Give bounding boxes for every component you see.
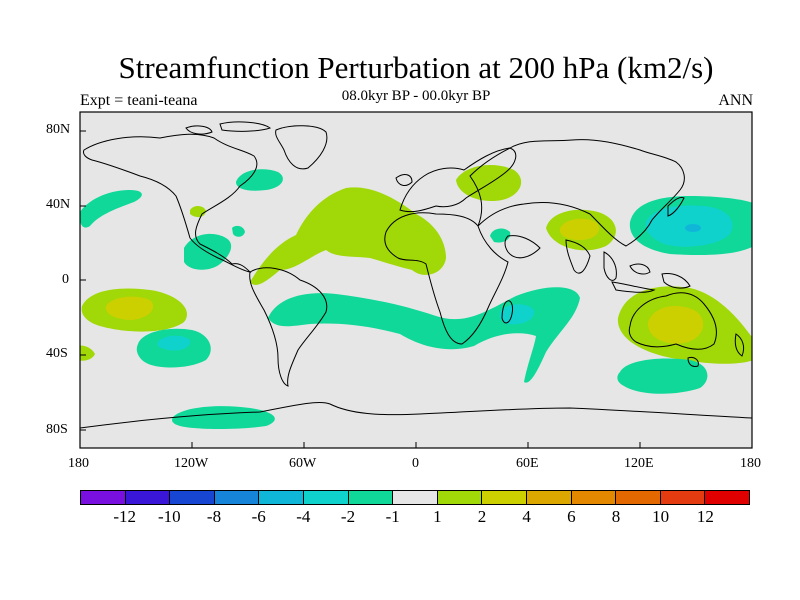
period-subtitle: 08.0kyr BP - 00.0kyr BP	[341, 88, 491, 104]
contour-positive-tibet-inner	[559, 218, 600, 240]
contour-negative-arabia-small	[490, 228, 511, 243]
contour-fills	[80, 165, 752, 429]
plot-title: Streamfunction Perturbation at 200 hPa (…	[118, 50, 714, 85]
lat-label-40n: 40N	[46, 197, 71, 212]
lon-label-60e: 60E	[516, 456, 539, 471]
colorbar-tick-label: -6	[251, 507, 266, 526]
colorbar-tick-label: 10	[652, 507, 670, 526]
colorbar-swatch	[393, 491, 438, 504]
lat-label-40s: 40S	[46, 346, 68, 361]
contour-negative-caribbean-small	[232, 225, 245, 237]
colorbar-swatch	[705, 491, 749, 504]
contour-negative-greenland	[236, 169, 283, 191]
coastlines	[80, 121, 752, 429]
colorbar-swatch	[660, 491, 706, 504]
colorbar-tick-label: -2	[340, 507, 356, 526]
lat-label-80n: 80N	[46, 122, 71, 137]
lon-label-180w: 180	[68, 456, 89, 471]
colorbar-swatch	[437, 491, 483, 504]
colorbar-tick-label: -10	[157, 507, 181, 526]
contour-negative-south-pacific-inner	[157, 335, 191, 351]
colorbar-swatch	[303, 491, 349, 504]
colorbar-tick-label: -8	[206, 507, 222, 526]
colorbar-swatch	[170, 491, 215, 504]
contour-positive-australia-inner	[647, 306, 704, 344]
contour-positive-atlantic	[250, 187, 446, 285]
colorbar-tick-label: 2	[477, 507, 487, 526]
colorbar-swatch	[81, 491, 126, 504]
lon-label-60w: 60W	[289, 456, 317, 471]
colorbar-swatch	[571, 491, 617, 504]
colorbar-tick-label: 4	[522, 507, 531, 526]
contour-negative-north-pacific-core	[685, 224, 701, 232]
experiment-label: Expt = teani-teana	[80, 92, 198, 109]
colorbar-tick-label: -4	[296, 507, 311, 526]
colorbar-tick-label: 12	[696, 507, 714, 526]
colorbar-swatch	[348, 491, 394, 504]
contour-negative-madagascar-inner	[499, 304, 535, 325]
season-label: ANN	[718, 92, 753, 109]
colorbar-swatch	[259, 491, 304, 504]
colorbar-swatch	[526, 491, 572, 504]
contour-negative-south-indian	[617, 358, 708, 394]
colorbar-tick-label: 1	[433, 507, 442, 526]
contour-positive-south-pacific-inner	[105, 296, 154, 320]
colorbar-swatch	[482, 491, 527, 504]
contour-negative-antarctic-margin	[172, 406, 275, 429]
axis-ticks	[79, 130, 753, 448]
colorbar-tick-label: 8	[611, 507, 621, 526]
lon-label-120w: 120W	[174, 456, 209, 471]
lon-label-0: 0	[412, 456, 419, 471]
colorbar	[80, 490, 750, 505]
contour-positive-west-edge	[80, 345, 95, 361]
colorbar-swatch	[214, 491, 260, 504]
lat-label-80s: 80S	[46, 422, 68, 437]
lat-label-0: 0	[62, 272, 69, 287]
contour-negative-north-pacific-west	[80, 190, 142, 228]
colorbar-tick-label: 6	[567, 507, 576, 526]
lon-label-180e: 180	[740, 456, 761, 471]
colorbar-tick-label: -12	[113, 507, 136, 526]
colorbar-swatch	[125, 491, 171, 504]
lon-label-120e: 120E	[624, 456, 654, 471]
colorbar-tick-label: -1	[385, 507, 400, 526]
map-background	[80, 112, 752, 448]
colorbar-swatch	[616, 491, 661, 504]
